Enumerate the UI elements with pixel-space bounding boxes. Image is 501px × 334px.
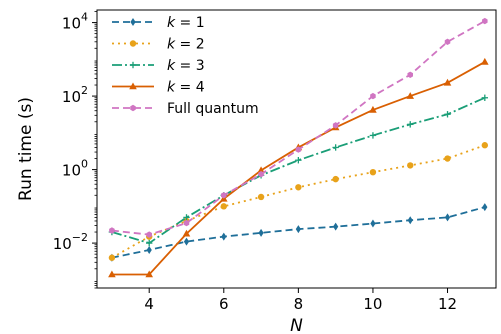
data-point (332, 175, 339, 183)
legend-entry: k = 4 (112, 80, 205, 96)
data-point (481, 94, 489, 101)
data-point (108, 254, 116, 261)
data-point (332, 122, 339, 129)
data-point (406, 92, 415, 99)
data-point (257, 166, 265, 174)
data-point (332, 144, 339, 151)
legend-entry: k = 3 (112, 58, 205, 74)
data-point (295, 225, 301, 234)
legend-label: k = 1 (167, 15, 205, 31)
legend-entry: k = 2 (112, 37, 205, 53)
data-point (295, 184, 302, 191)
data-point (295, 157, 302, 164)
x-tick-label: 12 (438, 295, 457, 313)
series-layer (108, 17, 489, 278)
legend-label: k = 2 (167, 37, 205, 53)
data-point (129, 61, 137, 69)
data-point (481, 57, 489, 65)
data-point (407, 162, 414, 169)
data-point (183, 214, 190, 221)
data-point (407, 71, 414, 78)
data-point (130, 104, 136, 112)
y-tick-label: 104 (62, 11, 88, 33)
legend-entry: k = 1 (112, 15, 205, 31)
data-point (221, 232, 227, 241)
series-3 (108, 94, 489, 247)
data-point (257, 193, 265, 201)
x-tick-label: 10 (363, 295, 382, 313)
data-point (220, 203, 227, 210)
series-5 (109, 17, 488, 238)
data-point (407, 121, 414, 128)
plot-frame (96, 9, 497, 289)
legend-label: Full quantum (167, 101, 259, 117)
series-line (111, 20, 486, 236)
data-point (108, 270, 116, 278)
data-point (129, 40, 137, 47)
y-tick-label: 100 (62, 158, 88, 180)
data-point (369, 168, 377, 176)
data-point (369, 132, 377, 139)
x-axis-title: N (290, 316, 303, 334)
data-point (482, 17, 488, 25)
data-point (370, 219, 376, 228)
legend: k = 1 k = 2 k = 3 k = 4 Full quantum (112, 15, 259, 117)
data-point (146, 231, 152, 238)
y-tick-label: 10−2 (53, 231, 88, 253)
x-tick-label: 8 (294, 295, 304, 313)
data-point (145, 270, 154, 278)
legend-label: k = 3 (167, 58, 205, 74)
data-point (369, 105, 377, 113)
data-point (258, 228, 264, 237)
data-point (444, 38, 451, 46)
data-point (146, 245, 152, 254)
data-point (146, 239, 153, 247)
data-point (295, 146, 302, 153)
data-point (443, 78, 452, 86)
series-4 (108, 57, 489, 278)
data-point (221, 192, 227, 199)
data-point (333, 222, 339, 231)
data-point (444, 155, 451, 162)
legend-entry: Full quantum (112, 101, 259, 117)
x-tick-label: 4 (144, 295, 154, 313)
data-point (481, 142, 489, 149)
data-point (109, 227, 115, 234)
y-tick-label: 102 (62, 84, 88, 106)
data-point (258, 170, 264, 178)
data-point (370, 92, 376, 100)
data-point (444, 213, 451, 222)
data-point (407, 216, 413, 225)
data-point (130, 18, 136, 26)
axis-ticks: 4 6 8 10 12 10−2 100 102 104 (53, 11, 457, 313)
data-point (182, 229, 191, 237)
data-point (444, 111, 451, 118)
data-point (183, 219, 190, 227)
data-point (183, 237, 190, 246)
y-axis-title: Run time (s) (16, 97, 36, 201)
data-point (129, 82, 137, 90)
series-line (111, 96, 486, 245)
x-tick-label: 6 (219, 295, 229, 313)
data-point (482, 203, 488, 212)
legend-label: k = 4 (167, 80, 205, 96)
